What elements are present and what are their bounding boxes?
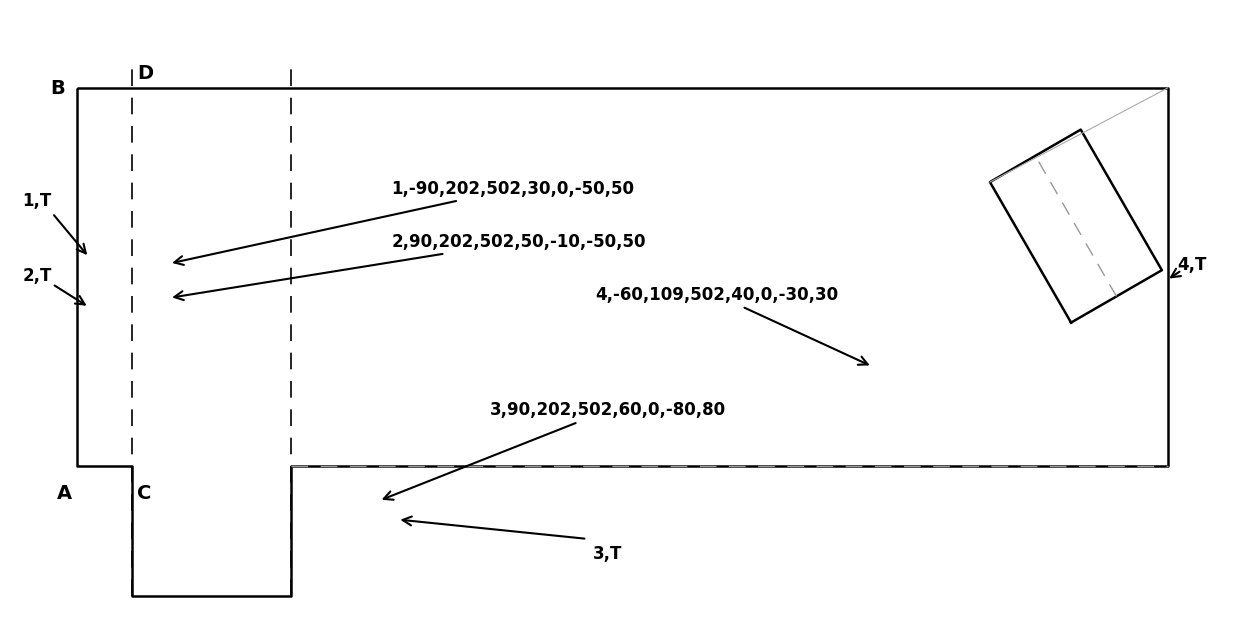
Text: A: A [57, 484, 72, 503]
Text: 2,90,202,502,50,-10,-50,50: 2,90,202,502,50,-10,-50,50 [175, 233, 646, 300]
Text: 4,-60,109,502,40,0,-30,30: 4,-60,109,502,40,0,-30,30 [595, 286, 867, 365]
Text: 1,-90,202,502,30,0,-50,50: 1,-90,202,502,30,0,-50,50 [175, 180, 634, 265]
Text: 3,T: 3,T [592, 545, 622, 563]
Text: B: B [51, 78, 66, 98]
Text: 4,T: 4,T [1177, 256, 1207, 274]
Text: D: D [138, 64, 154, 83]
Text: 3,90,202,502,60,0,-80,80: 3,90,202,502,60,0,-80,80 [384, 401, 726, 500]
Text: 2,T: 2,T [22, 267, 52, 285]
Text: C: C [138, 484, 151, 503]
Text: 1,T: 1,T [22, 192, 52, 210]
